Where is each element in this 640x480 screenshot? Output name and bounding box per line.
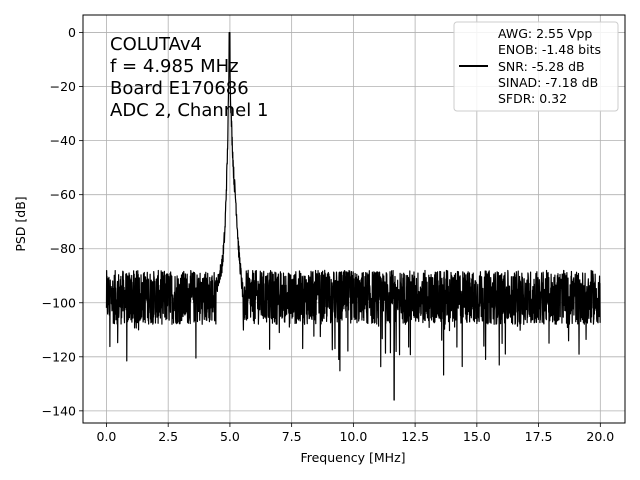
series-layer [105,31,601,401]
legend-entry-2: ENOB: -1.48 bits [498,42,601,57]
legend-entry-1: AWG: 2.55 Vpp [498,26,592,41]
annotation-line-3: Board E170686 [110,78,249,99]
x-tick-label: 15.0 [463,429,491,444]
annotation-line-2: f = 4.985 MHz [110,56,239,77]
y-tick-label: −140 [42,403,76,418]
psd-series-line [105,31,601,401]
legend-entry-3: SNR: -5.28 dB [498,59,585,74]
annotation-line-1: COLUTAv4 [110,34,202,55]
plot-frame [82,14,626,424]
legend-entry-5: SFDR: 0.32 [498,91,567,106]
legend-box [453,21,619,112]
annotation-line-4: ADC 2, Channel 1 [110,100,268,121]
y-tick-label: −100 [42,295,76,310]
y-tick-label: −80 [50,241,76,256]
y-tick-label: −120 [42,349,76,364]
y-tick-label: 0 [68,25,76,40]
x-tick-label: 0.0 [97,429,117,444]
x-tick-label: 20.0 [586,429,614,444]
axis-ticks: 0.0 2.5 5.0 7.5 10.0 12.5 15.0 17.5 20.0 0 −20 −40 −… [42,25,615,444]
x-tick-label: 5.0 [220,429,240,444]
x-tick-label: 2.5 [158,429,178,444]
annotation-block: COLUTAv4 f = 4.985 MHz Board E170686 ADC… [110,34,268,121]
legend: AWG: 2.55 Vpp ENOB: -1.48 bits SNR: -5.2… [453,21,619,112]
grid-lines [83,15,625,423]
x-axis-label: Frequency [MHz] [300,450,405,465]
y-tick-label: −40 [50,133,76,148]
x-tick-label: 7.5 [282,429,302,444]
y-tick-label: −60 [50,187,76,202]
legend-entry-4: SINAD: -7.18 dB [498,75,598,90]
x-tick-label: 12.5 [401,429,429,444]
x-tick-label: 10.0 [339,429,367,444]
y-axis-label: PSD [dB] [13,196,28,251]
x-tick-label: 17.5 [525,429,553,444]
y-tick-label: −20 [50,79,76,94]
